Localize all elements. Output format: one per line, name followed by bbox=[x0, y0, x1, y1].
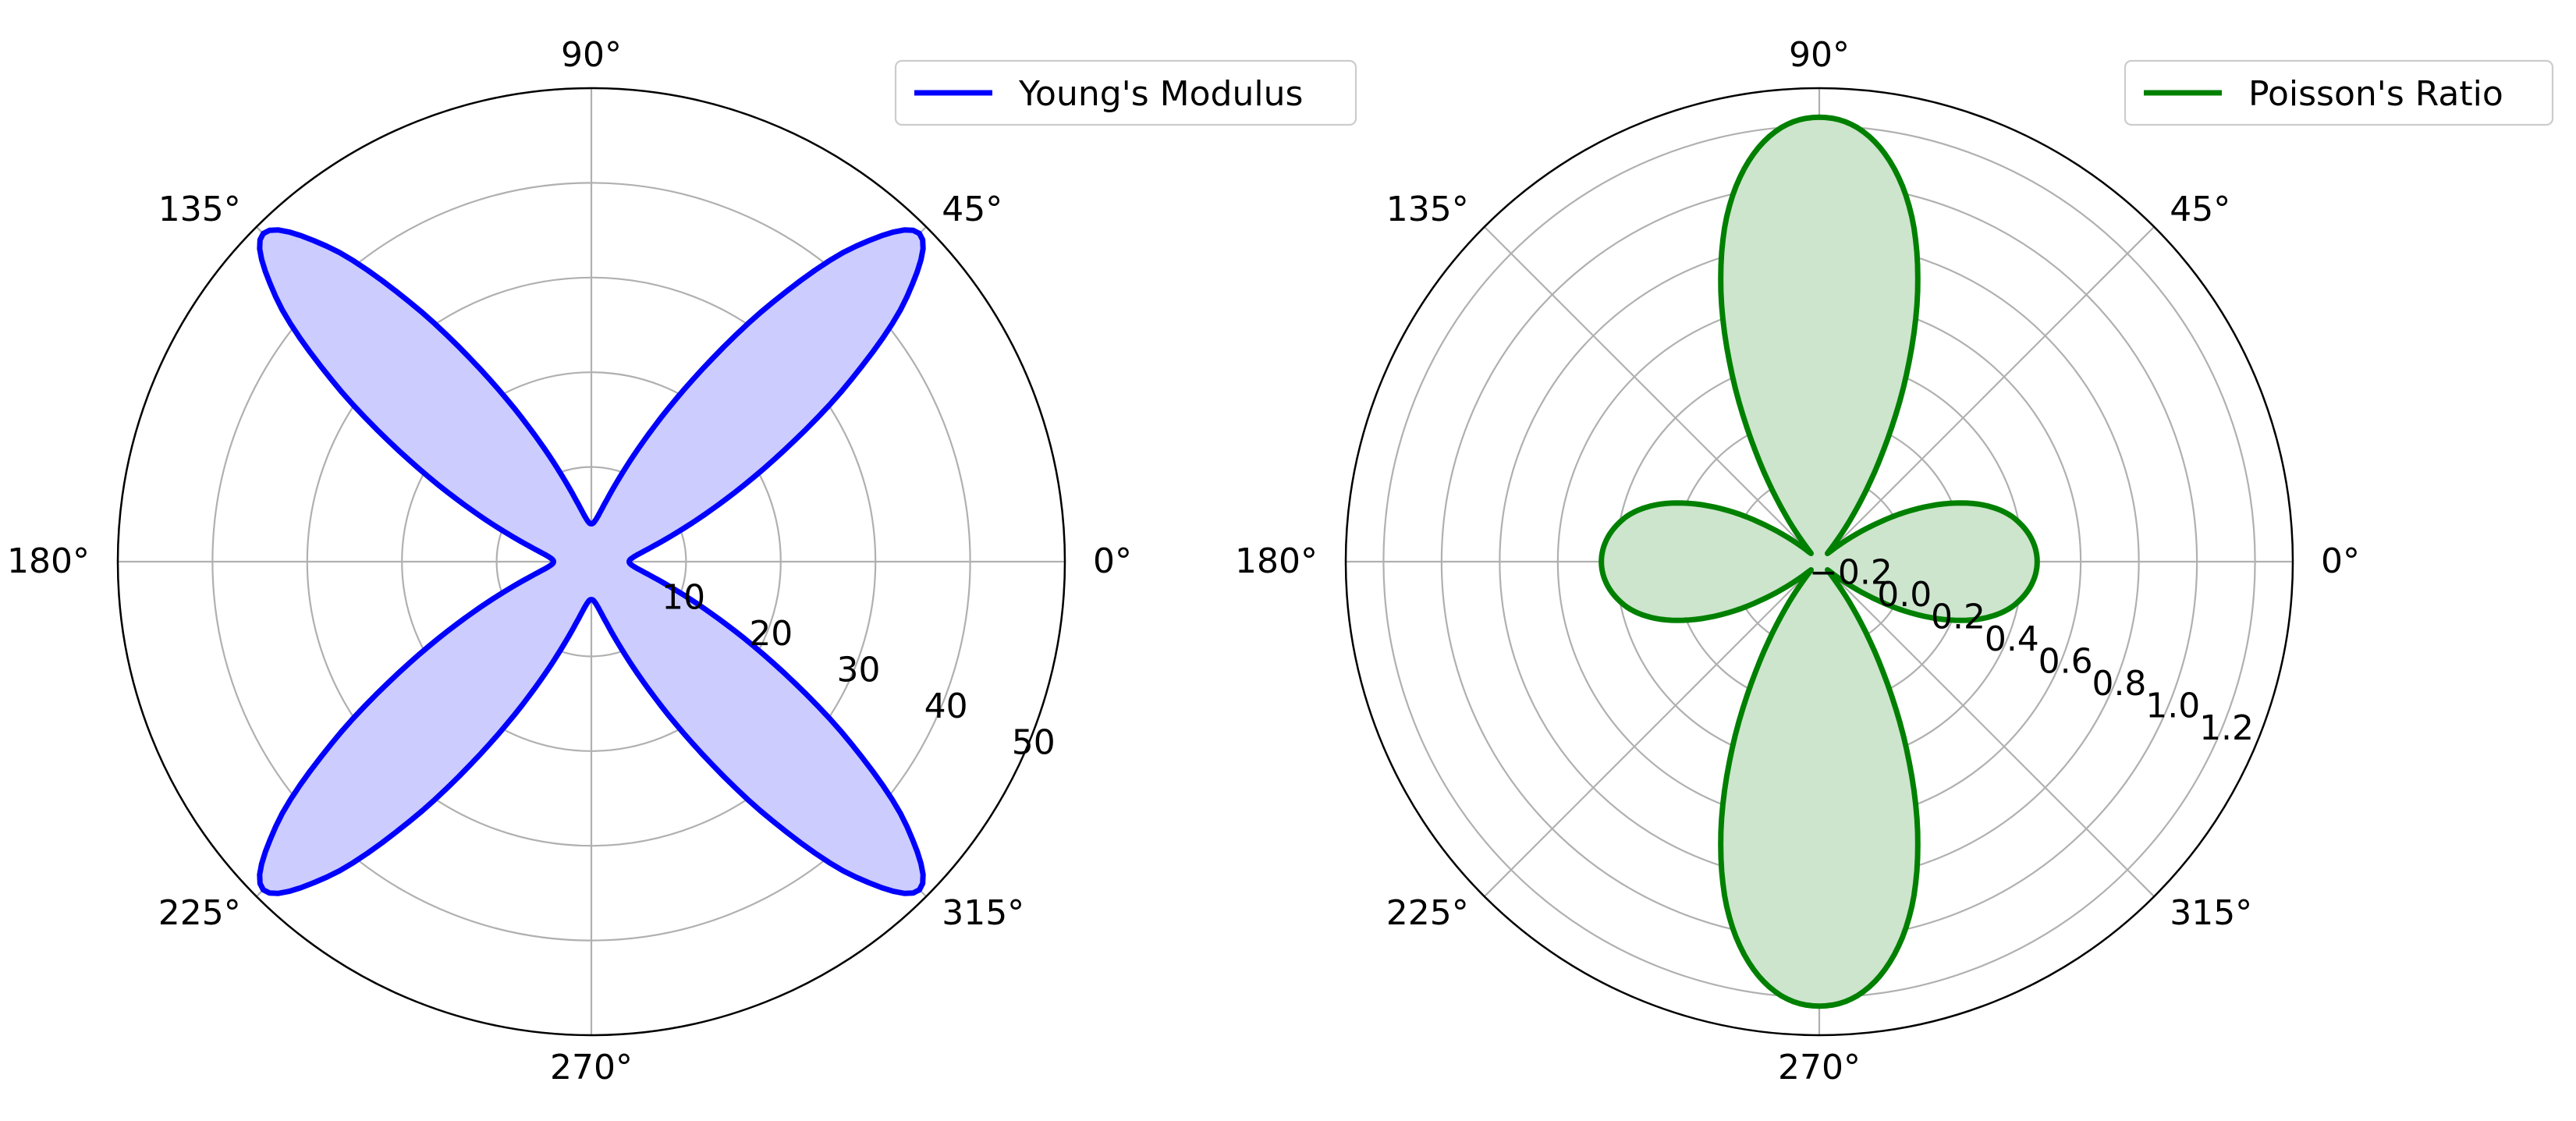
radial-tick-label: 1.0 bbox=[2145, 686, 2200, 725]
radial-tick-label: 10 bbox=[662, 577, 705, 617]
radial-tick-label: −0.2 bbox=[1809, 552, 1893, 592]
angle-tick-label: 90° bbox=[1789, 35, 1850, 75]
angle-tick-label: 225° bbox=[158, 893, 241, 933]
youngs-modulus-polar-panel: 0° 45° 90° 135° 180° 225° 270° 315° 10 20 30 40 50 Yo… bbox=[7, 35, 1357, 1087]
radial-tick-label: 0.8 bbox=[2092, 664, 2146, 704]
angle-tick-label: 135° bbox=[1386, 190, 1469, 229]
angle-tick-label: 45° bbox=[942, 190, 1002, 229]
angle-tick-label: 90° bbox=[561, 35, 622, 75]
radial-tick-label: 1.2 bbox=[2199, 708, 2254, 748]
angle-tick-label: 315° bbox=[942, 893, 1024, 933]
radial-tick-label: 20 bbox=[749, 614, 793, 654]
angle-tick-label: 315° bbox=[2170, 893, 2252, 933]
angle-tick-label: 270° bbox=[550, 1048, 633, 1087]
angle-tick-label: 180° bbox=[7, 541, 90, 581]
angle-tick-label: 0° bbox=[1093, 541, 1132, 581]
series-fill-area bbox=[1601, 117, 2038, 1006]
angle-tick-label: 135° bbox=[158, 190, 241, 229]
angle-tick-label: 270° bbox=[1778, 1048, 1861, 1087]
series-line bbox=[257, 227, 926, 896]
radial-tick-label: 30 bbox=[836, 650, 880, 690]
radial-tick-label: 50 bbox=[1012, 722, 1056, 762]
radial-tick-label: 0.4 bbox=[1985, 619, 2039, 659]
radial-tick-label: 0.2 bbox=[1931, 597, 1985, 637]
angle-tick-label: 225° bbox=[1386, 893, 1469, 933]
series-line bbox=[1598, 114, 2040, 1009]
angular-gridline bbox=[1818, 561, 2155, 897]
angle-tick-label: 180° bbox=[1235, 541, 1318, 581]
angle-tick-label: 45° bbox=[2170, 190, 2230, 229]
angular-gridline bbox=[1818, 226, 2155, 562]
angular-gridline bbox=[1484, 226, 1820, 562]
legend-label: Poisson's Ratio bbox=[2248, 74, 2503, 114]
legend-box bbox=[2124, 59, 2554, 126]
legend-box bbox=[894, 59, 1357, 126]
angle-tick-label: 0° bbox=[2321, 541, 2360, 581]
polar-spine bbox=[1344, 87, 2294, 1037]
legend-label: Young's Modulus bbox=[1018, 74, 1303, 114]
radial-tick-label: 40 bbox=[924, 686, 968, 726]
series-fill-area bbox=[259, 229, 924, 894]
radial-tick-label: 0.6 bbox=[2038, 641, 2093, 681]
angular-gridline bbox=[1484, 561, 1820, 897]
polar-spine bbox=[116, 87, 1066, 1037]
poissons-ratio-polar-panel: 0°45°90°135°180°225°270°315°−0.20.00.20.… bbox=[1235, 35, 2554, 1087]
radial-tick-label: 0.0 bbox=[1877, 575, 1932, 615]
